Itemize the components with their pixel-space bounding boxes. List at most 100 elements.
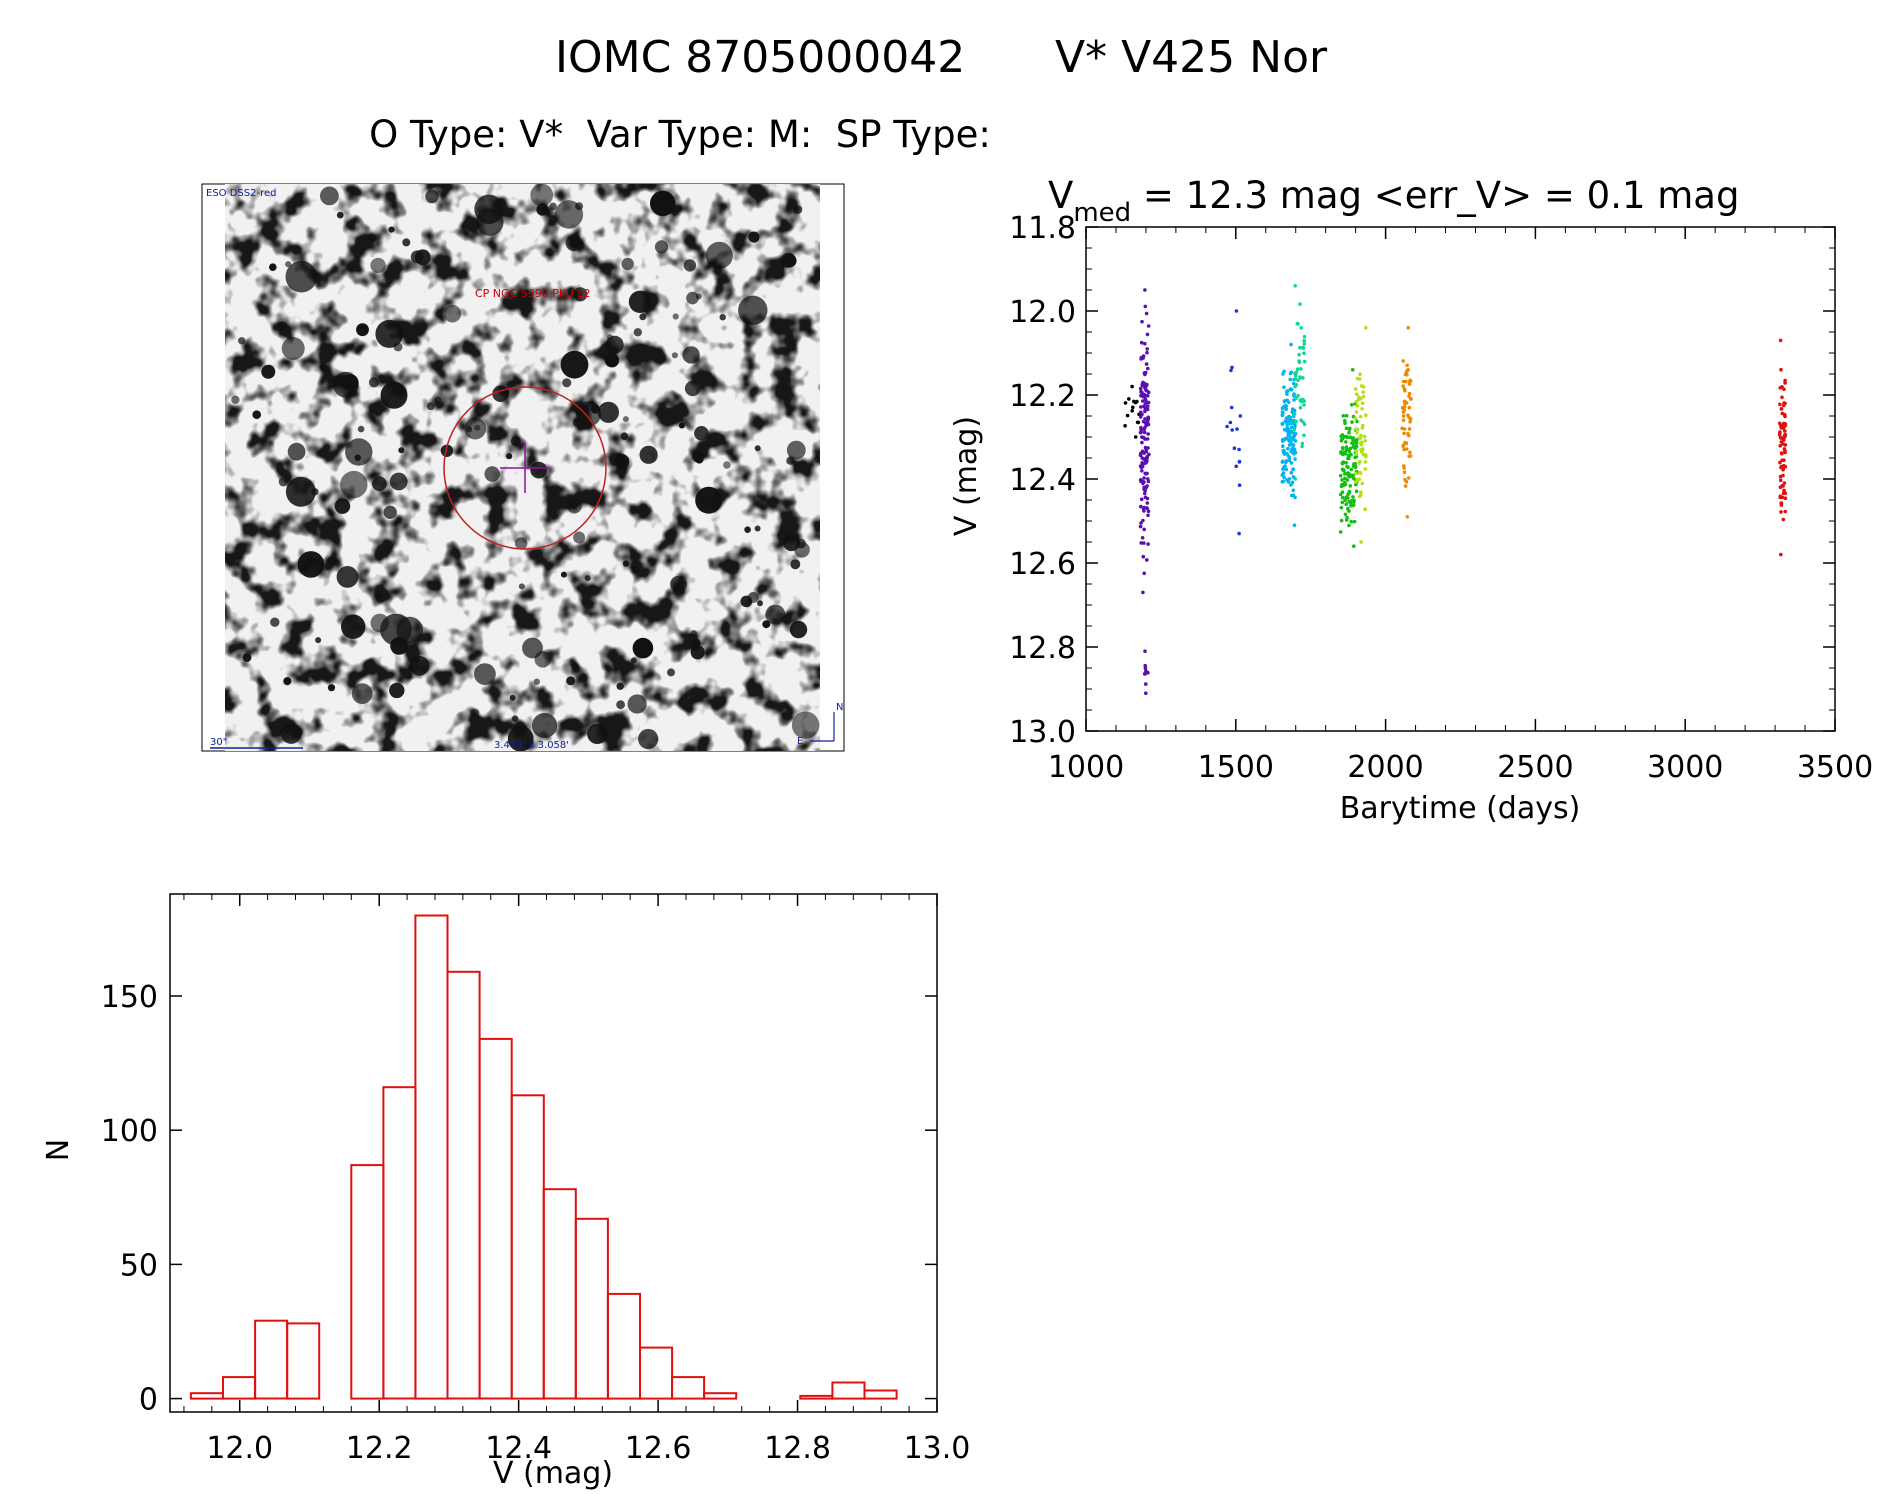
lc-point-season-8: [1408, 419, 1412, 424]
finder-star: [566, 498, 583, 514]
finder-star: [740, 595, 753, 608]
size-label: 3.444' x 3.058': [494, 740, 569, 751]
lc-point-season-5: [1302, 351, 1306, 356]
lc-point-season-7: [1363, 439, 1367, 443]
lc-point-season-2: [1145, 501, 1150, 505]
hist-xtick-label: 12.0: [206, 1431, 273, 1466]
lc-point-season-6: [1350, 441, 1354, 445]
lc-point-season-4: [1284, 404, 1288, 409]
hist-bar: [286, 1322, 321, 1400]
lc-point-season-6: [1344, 495, 1349, 499]
lc-point-season-2: [1146, 477, 1150, 481]
hist-bar: [863, 1389, 898, 1400]
lc-point-season-7: [1361, 385, 1366, 389]
lc-point-season-2: [1146, 542, 1150, 546]
lc-point-season-2: [1138, 386, 1143, 391]
finder-star: [765, 604, 786, 625]
hist-ylabel: N: [41, 1139, 76, 1161]
lc-point-season-6: [1352, 519, 1357, 524]
lc-point-season-6: [1338, 530, 1343, 534]
lc-point-season-7: [1361, 390, 1365, 395]
lc-point-season-2: [1144, 311, 1149, 316]
lc-point-season-4: [1286, 480, 1291, 484]
lc-point-season-5: [1302, 422, 1307, 427]
lc-point-season-2: [1145, 347, 1149, 351]
lc-point-season-2b: [1145, 670, 1149, 675]
finder-star: [409, 655, 430, 676]
lc-point-season-9: [1782, 488, 1786, 493]
lc-point-season-2: [1142, 476, 1146, 480]
finder-star: [671, 352, 679, 359]
lc-xtick-label: 2000: [1347, 750, 1423, 785]
lc-point-season-6: [1340, 478, 1344, 482]
lc-point-season-6: [1351, 495, 1355, 499]
lc-point-season-4: [1287, 456, 1292, 460]
lc-point-season-4: [1286, 400, 1291, 405]
finder-star: [627, 694, 647, 714]
lc-point-season-8: [1406, 326, 1410, 330]
finder-star: [285, 261, 292, 268]
finder-star: [389, 682, 405, 699]
lc-point-season-8: [1407, 405, 1412, 410]
lc-point-season-7: [1364, 413, 1368, 418]
lc-point-season-4: [1289, 461, 1294, 465]
finder-star: [402, 238, 411, 247]
lc-point-season-7: [1360, 481, 1365, 486]
lc-point-season-2: [1142, 430, 1147, 435]
lc-point-season-7: [1354, 427, 1359, 432]
lc-point-season-4: [1288, 432, 1292, 436]
finder-star: [368, 377, 380, 388]
lc-point-season-8: [1408, 417, 1413, 421]
lc-point-season-9: [1780, 451, 1784, 456]
finder-star: [783, 534, 800, 552]
lc-point-season-5: [1293, 477, 1298, 481]
lc-point-season-9: [1779, 423, 1783, 428]
lc-point-season-3: [1232, 446, 1237, 451]
lc-point-season-6: [1347, 449, 1352, 454]
lc-point-season-9: [1779, 552, 1783, 557]
lc-point-season-6: [1341, 447, 1345, 451]
lc-point-season-2: [1139, 521, 1143, 525]
lc-point-season-2: [1145, 558, 1149, 562]
finder-star: [630, 657, 637, 664]
finder-star: [280, 722, 302, 744]
lc-point-season-4: [1282, 475, 1286, 480]
lc-point-season-4: [1286, 389, 1290, 393]
finder-star: [370, 257, 386, 274]
lc-point-season-9: [1782, 387, 1786, 392]
finder-star: [396, 616, 424, 644]
lc-point-season-6: [1345, 478, 1350, 482]
finder-star: [622, 416, 629, 423]
lc-point-season-7: [1359, 490, 1363, 494]
lc-point-season-5: [1302, 342, 1307, 346]
lc-point-season-4: [1292, 523, 1297, 527]
lc-ytick-label: 12.6: [1009, 547, 1076, 582]
hist-bar: [671, 1376, 706, 1400]
lc-point-season-2: [1143, 401, 1148, 406]
lc-point-season-9: [1779, 510, 1783, 514]
finder-star: [786, 456, 795, 465]
lc-point-season-5: [1298, 302, 1302, 306]
lc-point-season-6: [1348, 435, 1352, 440]
lc-point-season-4: [1288, 429, 1293, 433]
north-label: N: [836, 702, 843, 713]
lc-point-season-9: [1778, 460, 1782, 465]
finder-star: [654, 240, 669, 254]
lc-point-season-5: [1294, 373, 1298, 378]
finder-star: [345, 438, 373, 466]
finder-star: [297, 551, 325, 578]
lc-point-season-3: [1229, 368, 1233, 373]
lc-point-season-2: [1142, 541, 1146, 545]
lc-point-season-8: [1402, 387, 1407, 391]
lc-title-rest: = 12.3 mag <err_V> = 0.1 mag: [1131, 174, 1739, 217]
finder-star: [786, 440, 806, 460]
lc-point-season-2: [1146, 366, 1150, 371]
finder-star: [510, 436, 521, 447]
finder-star: [334, 498, 351, 514]
lc-point-season-6: [1352, 500, 1356, 504]
lc-point-season-9: [1778, 444, 1782, 448]
lc-point-season-9: [1783, 496, 1788, 501]
lc-point-season-2: [1139, 497, 1144, 502]
lc-point-season-6: [1345, 464, 1349, 469]
lc-point-season-8: [1403, 372, 1408, 377]
